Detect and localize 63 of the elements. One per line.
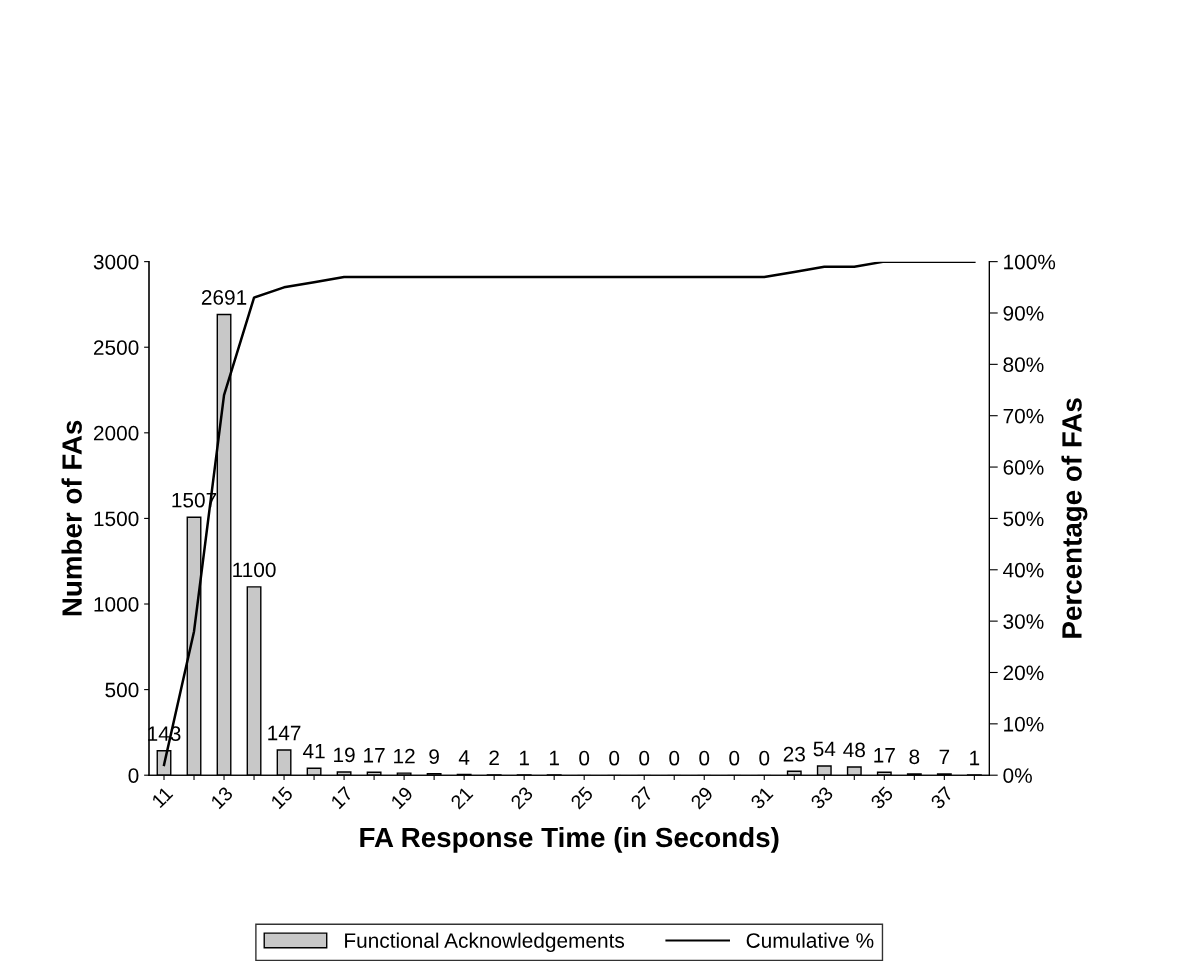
data-label: 147 — [268, 725, 301, 741]
data-label: 8 — [909, 749, 920, 765]
y2-tick-label: 70% — [1003, 408, 1044, 424]
data-label: 2 — [489, 750, 499, 765]
y-tick-label: 500 — [105, 682, 139, 698]
data-label: 17 — [874, 748, 895, 763]
y2-tick-label: 10% — [1004, 716, 1044, 732]
data-label: 4 — [458, 750, 470, 765]
y-tick-label: 2500 — [93, 340, 139, 355]
x-tick-label: 35 — [869, 785, 894, 810]
y2-tick-label: 30% — [1003, 614, 1044, 629]
y2-axis-title: Percentage of FAs — [1061, 398, 1088, 638]
x-tick-label: 19 — [390, 785, 414, 810]
x-tick-label: 31 — [749, 785, 774, 810]
data-label: 48 — [843, 742, 865, 758]
y2-tick-label: 90% — [1003, 305, 1044, 321]
x-tick-label: 11 — [151, 786, 174, 809]
x-tick-label: 27 — [629, 785, 654, 810]
y2-tick-label: 0% — [1003, 768, 1032, 783]
y-tick-label: 1500 — [94, 511, 139, 527]
data-label: 0 — [729, 750, 740, 766]
data-label: 0 — [609, 750, 620, 766]
x-tick-label: 33 — [809, 785, 834, 810]
data-label: 0 — [579, 750, 590, 766]
data-label: 0 — [699, 750, 710, 766]
data-label: 2691 — [201, 290, 247, 305]
legend-label: Functional Acknowledgements — [345, 932, 625, 953]
y2-tick-label: 50% — [1003, 511, 1044, 527]
data-label: 41 — [302, 743, 325, 759]
data-label: 9 — [429, 749, 439, 764]
x-tick-label: 15 — [270, 786, 294, 810]
x-tick-label: 37 — [929, 785, 954, 810]
y2-tick-label: 100% — [1004, 254, 1056, 270]
data-label: 0 — [669, 750, 680, 766]
data-label: 1100 — [233, 562, 276, 578]
y2-tick-label: 40% — [1003, 562, 1044, 578]
data-label: 54 — [813, 741, 836, 757]
legend-label: Cumulative % — [746, 932, 874, 948]
data-label: 0 — [639, 750, 650, 766]
y-tick-label: 1000 — [94, 597, 139, 612]
data-label: 17 — [364, 748, 385, 763]
data-label: 1 — [549, 750, 559, 766]
data-label: 12 — [394, 748, 415, 764]
data-label: 7 — [939, 749, 950, 765]
x-tick-label: 29 — [690, 785, 714, 810]
x-tick-label: 21 — [449, 785, 474, 810]
y2-tick-label: 80% — [1003, 357, 1044, 373]
x-tick-label: 17 — [330, 786, 354, 810]
data-label: 19 — [334, 747, 355, 763]
data-label: 1 — [970, 750, 980, 766]
data-label: 1 — [519, 750, 529, 766]
y-tick-label: 0 — [128, 768, 139, 783]
y-axis-title: Number of FAs — [61, 420, 82, 616]
y-tick-label: 3000 — [93, 254, 139, 270]
y-tick-label: 2000 — [93, 425, 139, 441]
y2-tick-label: 60% — [1003, 460, 1044, 475]
x-tick-label: 23 — [509, 785, 534, 810]
x-tick-label: 13 — [210, 785, 234, 810]
x-tick-label: 25 — [569, 785, 594, 810]
y2-tick-label: 20% — [1003, 665, 1044, 681]
data-label: 0 — [759, 750, 770, 766]
data-label: 23 — [783, 746, 805, 762]
x-axis-title: FA Response Time (in Seconds) — [360, 826, 779, 853]
